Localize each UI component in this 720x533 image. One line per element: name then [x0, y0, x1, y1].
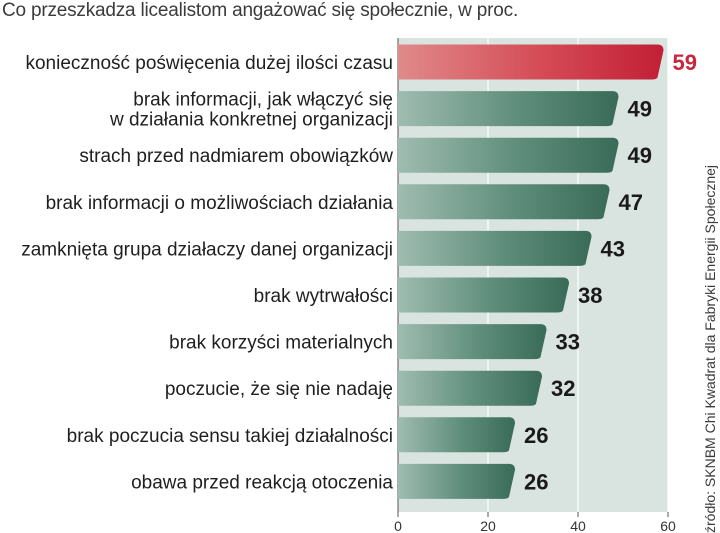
- value-label: 49: [628, 97, 652, 122]
- value-label: 32: [551, 376, 575, 401]
- source-text: źródło: SKNBM Chi Kwadrat dla Fabryki En…: [702, 164, 718, 533]
- value-label: 43: [601, 236, 625, 261]
- category-label: brak informacji o możliwościach działani…: [46, 193, 394, 214]
- bar: [398, 137, 619, 173]
- category-label: brak informacji, jak włączyć się w działa…: [109, 90, 393, 131]
- category-label: obawa przed reakcją otoczenia: [131, 472, 393, 493]
- value-label: 33: [556, 330, 580, 355]
- bar: [398, 277, 569, 313]
- value-label: 59: [673, 50, 697, 75]
- value-label: 38: [578, 283, 602, 308]
- tick-label: 0: [394, 518, 402, 533]
- category-label: strach przed nadmiarem obowiązków: [79, 146, 393, 167]
- value-label: 26: [524, 423, 548, 448]
- bar: [398, 184, 610, 220]
- value-label: 26: [524, 469, 548, 494]
- bar: [398, 324, 547, 360]
- value-label: 49: [628, 143, 652, 168]
- bar: [398, 44, 664, 80]
- category-label: poczucie, że się nie nadaję: [165, 379, 393, 400]
- tick-label: 40: [570, 518, 586, 533]
- category-label: brak wytrwałości: [254, 286, 393, 307]
- source-note: źródło: SKNBM Chi Kwadrat dla Fabryki En…: [702, 113, 720, 533]
- category-label: konieczność poświęcenia dużej ilości cza…: [25, 53, 393, 74]
- value-label: 47: [619, 190, 643, 215]
- chart-title: Co przeszkadza licealistom angażować się…: [2, 0, 519, 21]
- bar: [398, 91, 619, 127]
- category-label: brak korzyści materialnych: [169, 333, 393, 354]
- bar: [398, 463, 515, 499]
- category-label: zamknięta grupa działaczy danej organiza…: [21, 239, 393, 260]
- tick-label: 60: [660, 518, 676, 533]
- bar: [398, 370, 542, 406]
- tick-label: 20: [480, 518, 496, 533]
- bar: [398, 417, 515, 453]
- bar: [398, 230, 592, 266]
- category-label: brak poczucia sensu takiej działalności: [67, 426, 393, 447]
